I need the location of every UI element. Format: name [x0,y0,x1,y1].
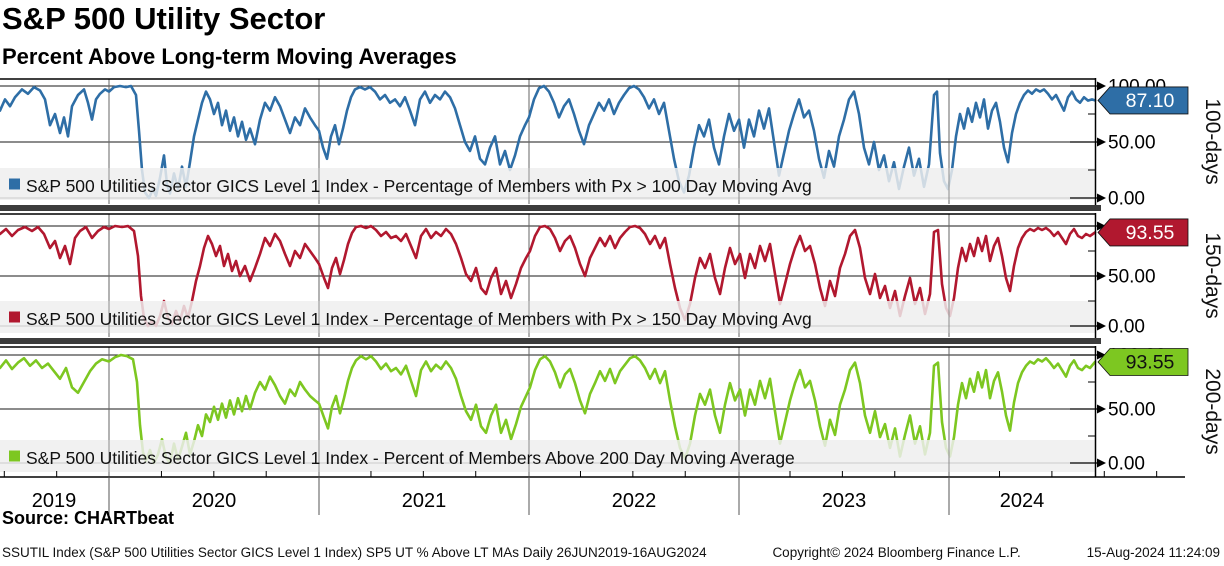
y-tick-arrow [1097,321,1106,331]
panel-separator [0,205,1101,211]
x-axis: 2019 2020 2021 2022 2023 2024 [0,471,1224,518]
last-value-label: 93.55 [1126,222,1175,244]
x-year-label: 2019 [32,490,77,512]
x-year-label: 2021 [402,490,447,512]
panel-svg-200d: S&P 500 Utilities Sector GICS Level 1 In… [0,346,1224,477]
last-value-flag [1097,86,1189,115]
last-value-flag [1097,218,1189,247]
x-year-label: 2023 [822,490,867,512]
footer-copyright: Copyright© 2024 Bloomberg Finance L.P. [772,545,1021,560]
y-tick-label: 0.00 [1108,317,1145,338]
legend-label: S&P 500 Utilities Sector GICS Level 1 In… [26,309,812,329]
panel-axis-title: 100-days [1201,98,1224,184]
panel-svg-100d: S&P 500 Utilities Sector GICS Level 1 In… [0,78,1224,205]
footer-timestamp: 15-Aug-2024 11:24:09 [1086,545,1220,560]
source-label: Source: CHARTbeat [2,508,175,528]
panel-200-days: S&P 500 Utilities Sector GICS Level 1 In… [0,346,1224,477]
legend-band [0,440,1095,472]
y-tick-arrow [1097,271,1106,281]
y-tick-label: 50.00 [1108,267,1156,288]
y-tick-label: 50.00 [1108,133,1156,154]
y-tick-arrow [1097,350,1106,360]
series-line-150d [0,224,1097,328]
page-title: S&P 500 Utility Sector [2,1,326,36]
x-axis-svg: 2019 2020 2021 2022 2023 2024 [0,471,1185,515]
panel-100-days: S&P 500 Utilities Sector GICS Level 1 In… [0,78,1224,205]
footer: SSUTIL Index (S&P 500 Utilities Sector G… [2,545,1220,560]
legend-band [0,301,1095,333]
last-value-label: 87.10 [1126,90,1175,112]
y-tick-arrow [1097,137,1106,147]
y-tick-arrow [1097,193,1106,203]
panel-separator [0,338,1101,344]
y-tick-arrow [1097,458,1106,468]
legend-label: S&P 500 Utilities Sector GICS Level 1 In… [26,448,795,468]
y-tick-arrow [1097,81,1106,91]
x-year-label: 2022 [612,490,657,512]
y-tick-label: 50.00 [1108,400,1156,421]
x-year-label: 2024 [1000,490,1045,512]
page-subtitle: Percent Above Long-term Moving Averages [2,44,457,69]
y-tick-arrow [1097,221,1106,231]
y-tick-label: 0.00 [1108,454,1145,475]
panel-axis-title: 200-days [1201,368,1224,454]
footer-security-info: SSUTIL Index (S&P 500 Utilities Sector G… [2,545,707,560]
y-tick-arrow [1097,404,1106,414]
legend-marker [9,311,20,323]
panel-150-days: S&P 500 Utilities Sector GICS Level 1 In… [0,213,1224,338]
series-line-200d [0,353,1097,465]
last-value-label: 93.55 [1126,351,1175,373]
last-value-flag [1097,348,1189,376]
legend-marker [9,178,20,190]
legend-marker [9,450,20,462]
panel-svg-150d: S&P 500 Utilities Sector GICS Level 1 In… [0,213,1224,338]
legend-band [0,168,1095,200]
x-year-label: 2020 [192,490,237,512]
legend-label: S&P 500 Utilities Sector GICS Level 1 In… [26,176,812,196]
y-tick-label: 0.00 [1108,189,1145,206]
panel-axis-title: 150-days [1201,232,1224,318]
